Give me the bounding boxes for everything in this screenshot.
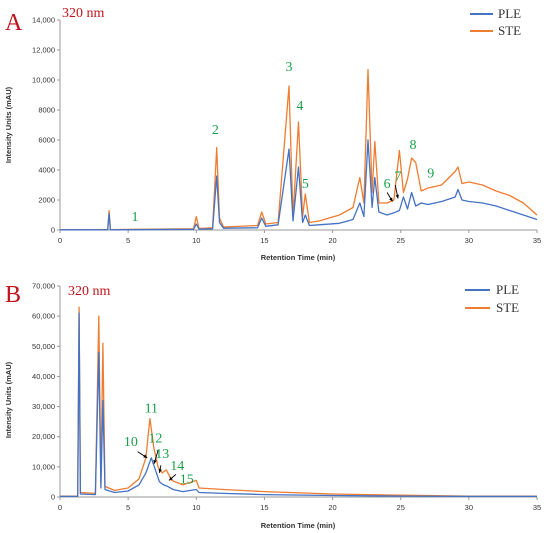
chart-panel-b: B 320 nm PLE STE Retention Time (min) In… (4, 282, 541, 531)
y-tick-label: 14,000 (32, 16, 55, 25)
peak-label-12: 12 (148, 432, 162, 447)
x-tick-label: 15 (260, 503, 268, 512)
series-line-ple-b (60, 312, 537, 498)
peak-label-11: 11 (145, 402, 158, 417)
y-tick-label: 0 (51, 493, 55, 502)
x-axis-label-a: Retention Time (min) (261, 253, 336, 262)
y-tick-label: 2000 (38, 196, 55, 205)
chart-panel-a: A 320 nm PLE STE Retention Time (min) In… (4, 6, 541, 262)
peak-arrow-head (389, 197, 393, 202)
peak-label-3: 3 (285, 60, 292, 75)
y-tick-label: 50,000 (32, 342, 55, 351)
y-tick-label: 60,000 (32, 312, 55, 321)
x-tick-label: 5 (126, 236, 130, 245)
peak-label-4: 4 (296, 99, 303, 114)
panel-a-wavelength: 320 nm (62, 6, 105, 21)
peak-label-1: 1 (131, 210, 138, 225)
y-axis-label-b: Intensity Units (mAU) (4, 361, 13, 438)
y-tick-label: 0 (51, 226, 55, 235)
y-tick-label: 20,000 (32, 432, 55, 441)
x-tick-label: 10 (192, 236, 200, 245)
peak-label-10: 10 (124, 435, 138, 450)
peak-label-15: 15 (180, 472, 194, 487)
peak-arrow-head (158, 469, 162, 473)
legend-a-ple-label: PLE (498, 6, 521, 21)
y-axis-label-a: Intensity Units (mAU) (4, 86, 13, 163)
y-tick-label: 70,000 (32, 282, 55, 291)
peak-label-2: 2 (212, 123, 219, 138)
y-tick-label: 6000 (38, 136, 55, 145)
x-tick-label: 0 (58, 236, 62, 245)
y-tick-label: 8000 (38, 106, 55, 115)
x-tick-label: 25 (397, 503, 405, 512)
peak-label-9: 9 (427, 167, 434, 182)
x-tick-label: 20 (328, 236, 336, 245)
y-tick-label: 40,000 (32, 372, 55, 381)
x-tick-label: 35 (533, 236, 541, 245)
peak-label-7: 7 (394, 170, 401, 185)
x-tick-label: 15 (260, 236, 268, 245)
y-tick-label: 30,000 (32, 402, 55, 411)
series-line-ple-a (60, 139, 538, 231)
peak-arrow-head (143, 454, 148, 458)
x-tick-label: 25 (397, 236, 405, 245)
x-tick-label: 30 (465, 503, 473, 512)
peak-label-6: 6 (384, 177, 391, 192)
y-tick-label: 10,000 (32, 76, 55, 85)
y-tick-label: 10,000 (32, 462, 55, 471)
x-tick-label: 30 (465, 236, 473, 245)
legend-b-ste-label: STE (496, 300, 519, 315)
peak-label-14: 14 (170, 459, 184, 474)
legend-a-ste-label: STE (498, 23, 521, 38)
x-tick-label: 0 (58, 503, 62, 512)
peak-arrow-head (153, 459, 157, 464)
y-tick-label: 4000 (38, 166, 55, 175)
x-tick-label: 35 (533, 503, 541, 512)
x-axis-label-b: Retention Time (min) (261, 521, 336, 530)
panel-b-wavelength: 320 nm (68, 284, 111, 299)
panel-b-letter: B (5, 282, 21, 308)
series-line-ste-a (60, 68, 538, 231)
y-tick-label: 12,000 (32, 46, 55, 55)
legend-b-ple-label: PLE (496, 282, 519, 297)
panel-a-letter: A (5, 10, 23, 36)
x-tick-label: 10 (192, 503, 200, 512)
peak-label-8: 8 (409, 138, 416, 153)
series-line-ste-b (60, 306, 537, 497)
x-tick-label: 20 (328, 503, 336, 512)
peak-arrow-head (169, 476, 173, 481)
peak-label-13: 13 (155, 447, 169, 462)
x-tick-label: 5 (126, 503, 130, 512)
peak-label-5: 5 (302, 177, 309, 192)
peak-arrow-head (395, 194, 399, 199)
